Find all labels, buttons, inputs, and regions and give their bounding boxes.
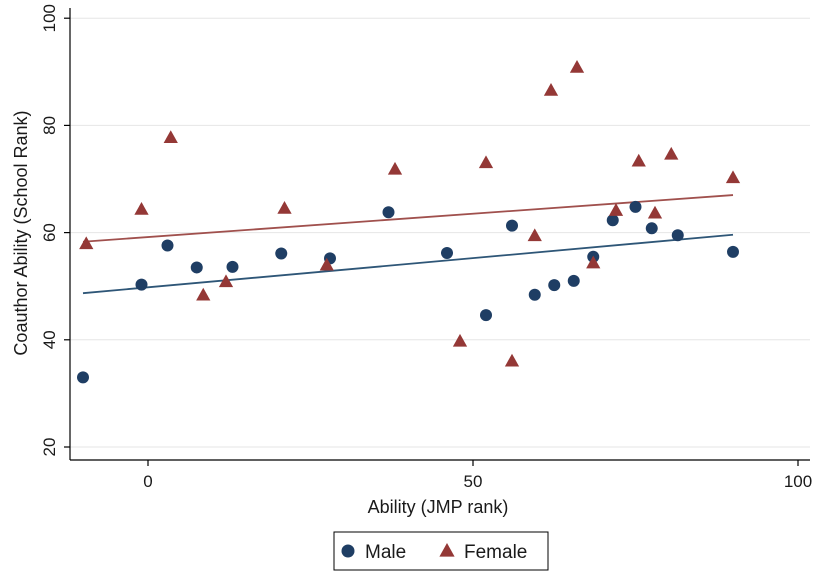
point-female (196, 287, 211, 301)
point-female (586, 255, 601, 269)
y-tick-label: 60 (40, 223, 59, 242)
point-male (548, 279, 561, 292)
y-tick-label: 100 (40, 4, 59, 32)
y-axis-title: Coauthor Ability (School Rank) (11, 110, 31, 355)
point-female (163, 130, 178, 143)
legend-label-male: Male (365, 542, 406, 563)
legend: Male Female (333, 531, 549, 571)
point-female (647, 205, 663, 219)
x-tick-label: 0 (143, 472, 152, 491)
y-tick-label: 40 (40, 330, 59, 349)
point-female (608, 203, 624, 216)
point-male (275, 247, 288, 260)
point-female (387, 161, 403, 175)
point-female (277, 200, 292, 214)
legend-marker-female (439, 543, 455, 557)
gridlines (70, 17, 810, 448)
x-tick-label: 100 (784, 472, 812, 491)
y-tick-label: 80 (40, 116, 59, 135)
point-male (135, 278, 148, 291)
tick-labels: 20 40 60 80 100 0 50 100 (40, 4, 812, 491)
point-female (452, 333, 468, 347)
point-female (527, 228, 542, 242)
point-male (190, 261, 203, 274)
x-axis-title: Ability (JMP rank) (368, 497, 509, 517)
point-male (480, 309, 492, 322)
point-male (645, 222, 658, 235)
point-male (567, 274, 580, 287)
point-female (664, 146, 679, 160)
point-female (79, 236, 94, 250)
point-female (543, 83, 559, 96)
axes (64, 8, 810, 466)
legend-marker-male (341, 544, 355, 558)
point-male (441, 246, 453, 259)
point-male (727, 245, 739, 258)
point-male (606, 214, 619, 227)
point-male (671, 229, 684, 242)
legend-label-female: Female (464, 542, 527, 563)
data-points (77, 60, 741, 384)
point-male (629, 200, 642, 213)
legend-box (333, 531, 549, 571)
point-male (506, 219, 518, 232)
point-male (77, 371, 89, 384)
x-tick-label: 50 (464, 472, 483, 491)
fit-lines (82, 194, 734, 295)
fit-line-male (82, 233, 734, 295)
point-female (478, 155, 494, 169)
point-female (218, 274, 234, 288)
point-female (319, 257, 334, 271)
point-female (134, 202, 149, 215)
point-female (504, 353, 520, 367)
fit-line-female (82, 194, 734, 243)
point-male (161, 239, 174, 252)
point-female (725, 170, 741, 184)
point-male (226, 260, 239, 273)
point-female (631, 153, 646, 167)
y-tick-label: 20 (40, 438, 59, 457)
point-female (569, 60, 585, 73)
point-male (382, 206, 395, 219)
point-male (528, 288, 541, 301)
